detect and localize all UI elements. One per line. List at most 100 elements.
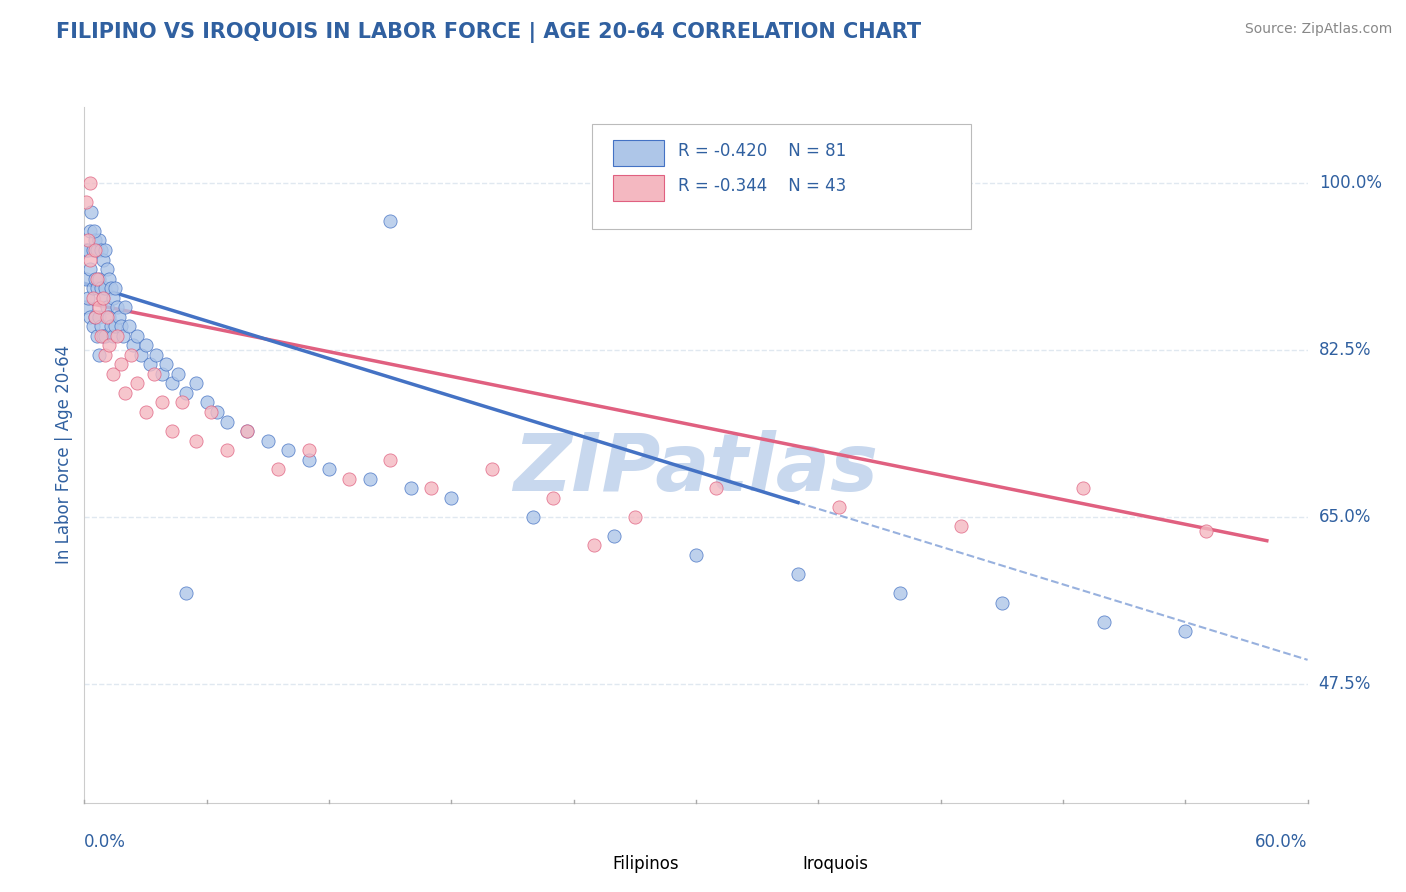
Point (174, 386, 197, 401)
Point (91, 291, 114, 305)
Text: Iroquois: Iroquois (803, 855, 869, 873)
Text: Source: ZipAtlas.com: Source: ZipAtlas.com (1244, 22, 1392, 37)
Point (127, 376, 149, 391)
Point (86, 243, 108, 257)
Point (83, 243, 105, 257)
Point (380, 214, 402, 228)
Point (91, 328, 114, 343)
Point (114, 386, 136, 401)
Point (101, 328, 124, 343)
Point (195, 395, 218, 409)
Point (82, 319, 104, 334)
Text: 100.0%: 100.0% (1319, 174, 1382, 193)
Point (79, 310, 101, 324)
Point (704, 481, 728, 495)
Point (160, 424, 183, 438)
Point (83, 224, 105, 238)
Text: 82.5%: 82.5% (1319, 341, 1371, 359)
Point (112, 328, 135, 343)
Point (79, 252, 101, 267)
Point (100, 319, 122, 334)
Point (83, 234, 105, 248)
Point (172, 395, 194, 409)
Point (582, 539, 605, 553)
Point (79, 176, 101, 190)
Point (86, 271, 108, 285)
Point (75, 243, 97, 257)
Point (104, 281, 127, 295)
Point (167, 367, 190, 381)
Point (142, 367, 165, 381)
Point (174, 586, 197, 600)
Point (93, 348, 115, 362)
Y-axis label: In Labor Force | Age 20-64: In Labor Force | Age 20-64 (55, 345, 73, 565)
Point (543, 491, 565, 505)
Point (104, 319, 127, 334)
Point (359, 472, 381, 486)
Point (90, 243, 112, 257)
Point (87, 310, 110, 324)
Point (110, 319, 132, 334)
Point (186, 376, 208, 391)
Point (86, 328, 108, 343)
Point (97, 310, 120, 324)
Point (96, 310, 118, 324)
Point (91, 252, 114, 267)
Point (138, 357, 160, 371)
Point (87, 348, 110, 362)
Point (82, 243, 104, 257)
Point (160, 376, 183, 391)
Point (277, 443, 299, 458)
Point (100, 281, 122, 295)
Point (145, 348, 167, 362)
Point (82, 281, 104, 295)
Point (91, 291, 114, 305)
Point (787, 567, 810, 582)
Text: R = -0.420    N = 81: R = -0.420 N = 81 (678, 142, 846, 160)
Point (90, 328, 112, 343)
Point (950, 519, 973, 533)
Point (118, 319, 141, 334)
Point (399, 481, 422, 495)
Point (200, 405, 222, 419)
Point (318, 462, 340, 476)
Point (77, 243, 100, 257)
Point (217, 443, 239, 458)
Point (87, 234, 110, 248)
Point (827, 500, 849, 515)
Point (135, 405, 157, 419)
FancyBboxPatch shape (592, 124, 972, 229)
Point (87, 271, 110, 285)
Bar (613, 175, 664, 201)
Point (991, 596, 1014, 610)
Point (131, 348, 153, 362)
Point (420, 481, 443, 495)
Point (1071, 481, 1094, 495)
Point (150, 395, 173, 409)
Point (93, 281, 115, 295)
Point (79, 262, 101, 277)
Point (82, 291, 104, 305)
Point (339, 472, 360, 486)
Point (83, 310, 105, 324)
Text: ZIPatlas: ZIPatlas (513, 430, 879, 508)
Point (108, 310, 131, 324)
Point (105, 328, 128, 343)
Point (96, 300, 118, 314)
Point (96, 262, 118, 277)
Point (114, 300, 136, 314)
Point (217, 415, 239, 429)
Point (1174, 624, 1197, 639)
Point (481, 462, 503, 476)
Point (1092, 615, 1115, 629)
Point (522, 509, 544, 524)
Point (86, 281, 108, 295)
Point (127, 328, 149, 343)
Point (298, 452, 321, 467)
Point (150, 367, 173, 381)
Point (101, 367, 124, 381)
Point (101, 291, 124, 305)
Text: Filipinos: Filipinos (613, 855, 679, 873)
Point (236, 424, 259, 438)
Point (77, 234, 100, 248)
